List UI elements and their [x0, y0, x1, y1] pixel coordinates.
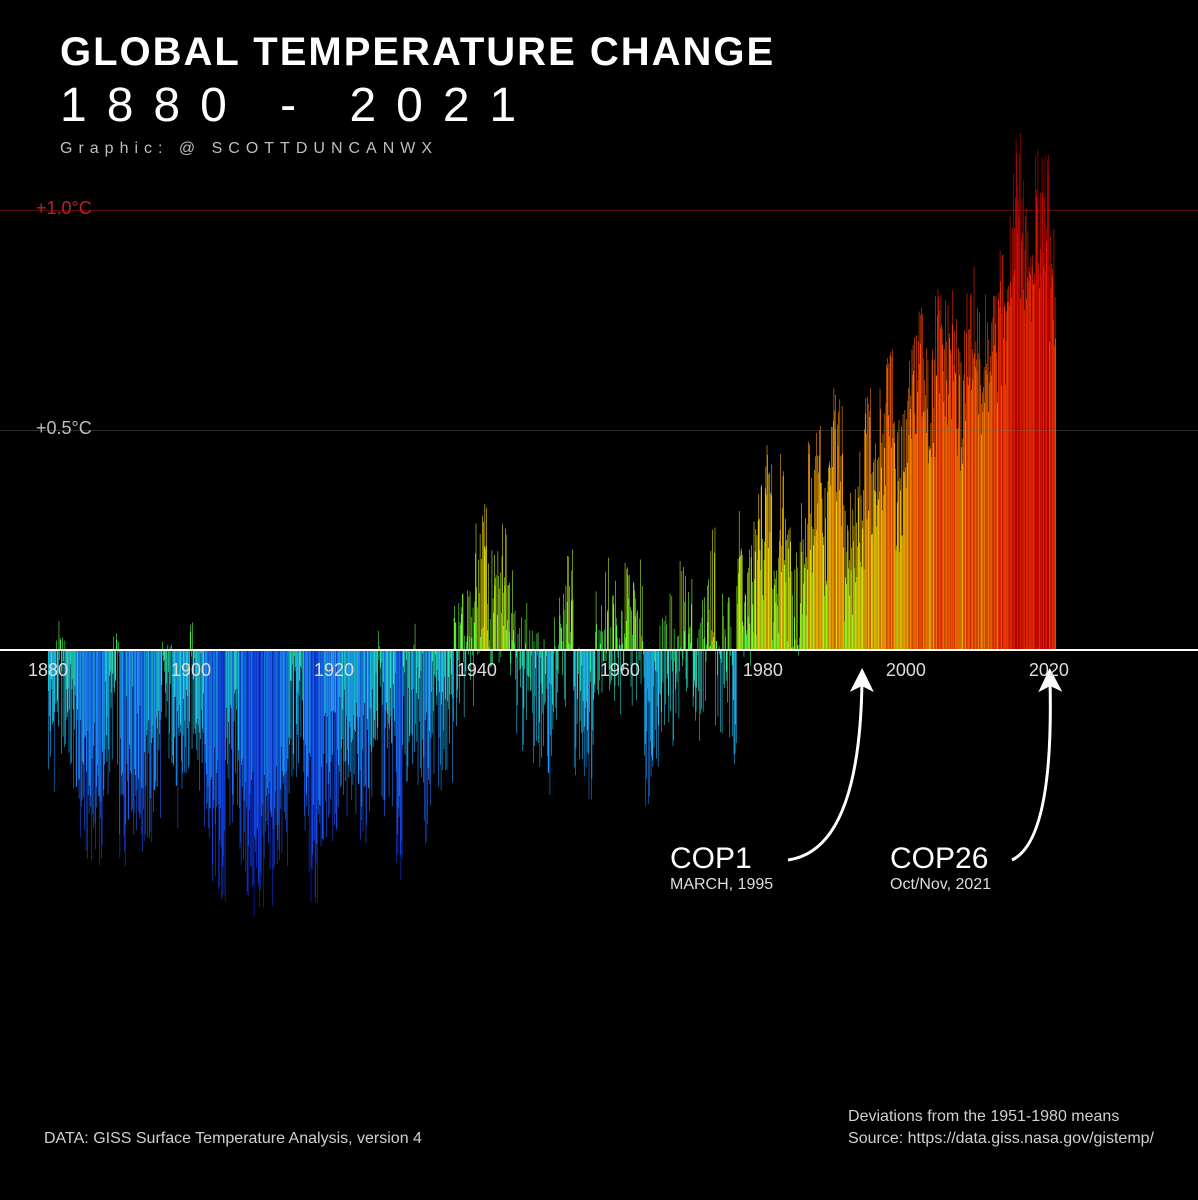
- gridline-1: [0, 210, 1198, 211]
- annotation-title-cop1: COP1: [670, 842, 773, 876]
- x-tick-1940: 1940: [457, 660, 497, 681]
- x-tick-1880: 1880: [28, 660, 68, 681]
- chart-bars: [48, 133, 1056, 916]
- annotation-subtitle-cop1: MARCH, 1995: [670, 876, 773, 894]
- annotation-subtitle-cop26: Oct/Nov, 2021: [890, 876, 991, 894]
- temperature-chart: [0, 0, 1198, 1200]
- gridline-0.5: [0, 430, 1198, 431]
- annotation-cop1: COP1MARCH, 1995: [670, 842, 773, 894]
- x-tick-1900: 1900: [171, 660, 211, 681]
- footer-data-source: DATA: GISS Surface Temperature Analysis,…: [44, 1130, 422, 1148]
- x-tick-2000: 2000: [886, 660, 926, 681]
- annotation-arrow-cop1: [788, 680, 862, 860]
- x-tick-1920: 1920: [314, 660, 354, 681]
- x-tick-2020: 2020: [1029, 660, 1069, 681]
- annotation-title-cop26: COP26: [890, 842, 991, 876]
- footer-right: Deviations from the 1951-1980 means Sour…: [848, 1108, 1154, 1148]
- annotation-cop26: COP26Oct/Nov, 2021: [890, 842, 991, 894]
- y-tick-label-0.5: +0.5°C: [36, 418, 92, 439]
- annotation-arrow-cop26: [1012, 680, 1050, 860]
- annotation-arrows: [788, 680, 1050, 860]
- x-tick-1980: 1980: [743, 660, 783, 681]
- footer-source-url: Source: https://data.giss.nasa.gov/giste…: [848, 1130, 1154, 1148]
- x-tick-1960: 1960: [600, 660, 640, 681]
- y-tick-label-1: +1.0°C: [36, 198, 92, 219]
- footer-deviation-note: Deviations from the 1951-1980 means: [848, 1108, 1154, 1126]
